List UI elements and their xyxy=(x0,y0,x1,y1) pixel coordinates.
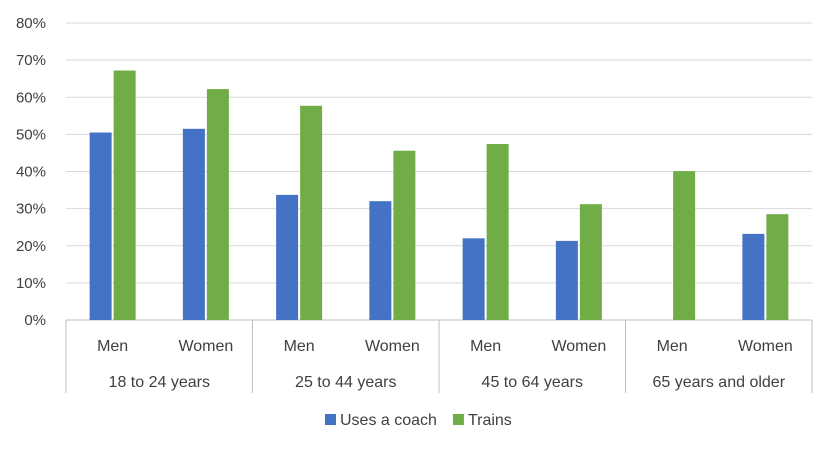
y-tick-label: 80% xyxy=(16,15,46,32)
x-category-label: Men xyxy=(470,338,501,355)
x-category-label: Women xyxy=(365,338,420,355)
bar xyxy=(673,171,696,320)
bar xyxy=(486,144,509,320)
x-group-label: 45 to 64 years xyxy=(482,374,583,391)
bar xyxy=(369,201,392,320)
bar xyxy=(462,238,485,320)
x-category-label: Women xyxy=(738,338,793,355)
y-tick-label: 0% xyxy=(24,312,46,329)
y-tick-label: 30% xyxy=(16,201,46,218)
x-category-label: Men xyxy=(97,338,128,355)
x-category-label: Women xyxy=(178,338,233,355)
x-group-label: 18 to 24 years xyxy=(109,374,210,391)
x-group-label: 25 to 44 years xyxy=(295,374,396,391)
x-category-label: Men xyxy=(284,338,315,355)
y-tick-label: 20% xyxy=(16,238,46,255)
bar xyxy=(182,128,205,320)
legend-swatch xyxy=(325,414,336,425)
bar xyxy=(766,214,789,320)
y-tick-label: 60% xyxy=(16,89,46,106)
y-tick-label: 40% xyxy=(16,164,46,181)
y-tick-label: 70% xyxy=(16,52,46,69)
bar xyxy=(113,70,136,321)
x-category-label: Men xyxy=(657,338,688,355)
bar xyxy=(555,240,578,320)
bar xyxy=(276,194,299,320)
bar xyxy=(393,150,416,320)
x-category-label: Women xyxy=(551,338,606,355)
bar xyxy=(579,204,602,320)
bar xyxy=(300,105,323,320)
legend-label: Uses a coach xyxy=(340,412,437,429)
legend-swatch xyxy=(452,414,464,425)
legend-label: Trains xyxy=(468,412,512,429)
y-tick-label: 50% xyxy=(16,126,46,143)
bar xyxy=(206,89,229,321)
y-tick-label: 10% xyxy=(16,275,46,292)
bar xyxy=(89,132,112,320)
x-group-label: 65 years and older xyxy=(652,374,785,391)
bar xyxy=(742,233,765,320)
